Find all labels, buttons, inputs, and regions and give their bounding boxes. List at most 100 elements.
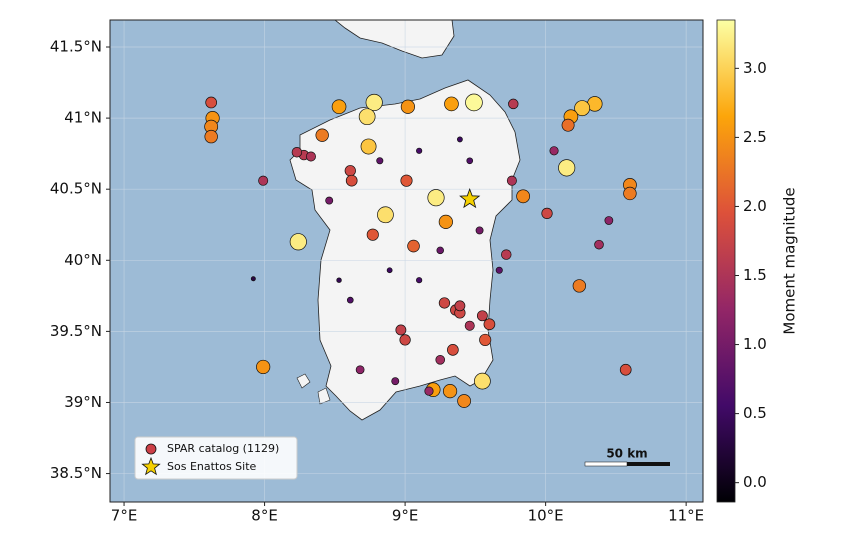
event-marker [454,300,466,312]
event-marker [358,108,376,126]
y-tick-label: 39°N [64,393,102,411]
event-marker [501,249,512,260]
legend-marker [145,443,157,455]
legend: SPAR catalog (1129) Sos Enattos Site [134,436,298,480]
event-marker [345,174,358,187]
event-marker [442,383,458,399]
colorbar-tick-label: 3.0 [743,59,767,77]
event-marker [336,277,342,283]
event-marker [427,189,445,207]
event-marker [508,98,519,110]
x-tick-label: 8°E [251,507,278,525]
legend-label: Sos Enattos Site [167,460,257,473]
legend-items: SPAR catalog (1129) Sos Enattos Site [141,442,279,476]
event-marker [355,365,365,375]
ticks: 7°E 8°E 9°E 10°E 11°E 38.5°N 39°N 39.5°N 40°N 40.… [50,38,704,525]
event-marker [395,324,407,336]
event-marker [399,334,411,346]
event-marker [457,394,472,408]
plot-frame [109,19,704,503]
event-marker [258,175,269,186]
colorbar-tick-label: 2.5 [743,128,767,146]
colorbar-tick-label: 1.5 [743,266,767,284]
event-marker [400,99,416,114]
event-marker [407,239,420,253]
event-marker [400,174,413,187]
x-tick-label: 9°E [392,507,419,525]
event-marker [479,333,492,346]
event-marker [474,372,491,390]
legend-box [134,436,298,480]
event-marker [365,93,383,112]
event-marker [561,118,575,132]
event-marker [541,207,553,219]
corsica [334,20,455,59]
colorbar-ticks: 0.0 0.5 1.0 1.5 2.0 2.5 3.0 [735,59,767,491]
event-marker [476,310,488,322]
event-marker [416,147,423,154]
colorbar-tick-label: 0.0 [743,473,767,491]
event-marker [444,96,459,112]
event-marker [572,279,587,293]
event-marker [466,157,474,165]
y-tick-label: 41°N [64,109,102,127]
colorbar-tick-label: 0.5 [743,404,767,422]
colorbar [716,19,736,503]
event-marker [377,206,394,224]
event-marker [360,138,377,155]
scale-bar-white [584,461,628,467]
event-marker [250,276,256,282]
event-marker [574,100,591,117]
y-tick-label: 38.5°N [50,464,102,482]
legend-label: SPAR catalog (1129) [167,442,279,455]
event-marker [516,189,531,204]
site-marker [459,188,481,209]
y-tick-label: 40°N [64,251,102,269]
event-marker [495,266,503,274]
event-marker [623,186,637,201]
event-marker [438,214,453,229]
event-marker [465,93,483,112]
event-marker [315,128,329,142]
event-marker [594,239,604,250]
event-marker [604,216,614,225]
event-marker [619,363,632,376]
event-marker [391,377,400,386]
scale-bar: 50 km [584,447,670,467]
event-marker [386,267,393,274]
event-marker [305,151,316,162]
colorbar-label: Moment magnitude [781,187,799,334]
island [296,373,311,389]
scale-bar-label: 50 km [606,447,647,461]
x-tick-label: 10°E [528,507,564,525]
event-marker [558,159,576,177]
event-marker [416,277,423,284]
event-marker [435,355,446,365]
event-marker [424,386,434,396]
event-marker [438,297,451,309]
event-marker [483,318,496,331]
points [204,93,637,408]
event-marker [256,359,271,375]
event-marker [366,228,379,241]
legend-marker [141,456,161,476]
event-marker [506,175,517,186]
event-marker [447,344,459,356]
colorbar-tick-label: 1.0 [743,335,767,353]
event-marker [436,246,444,255]
y-tick-label: 41.5°N [50,38,102,56]
y-tick-label: 39.5°N [50,322,102,340]
event-marker [204,129,218,144]
y-tick-label: 40.5°N [50,180,102,198]
scale-bar-black [627,462,670,466]
event-marker [346,296,354,304]
event-marker [475,226,484,235]
event-marker [325,196,334,205]
colorbar-tick-label: 2.0 [743,197,767,215]
event-marker [291,147,303,158]
x-tick-label: 7°E [111,507,138,525]
event-marker [344,165,356,177]
event-marker [331,99,347,115]
event-marker [205,96,218,109]
